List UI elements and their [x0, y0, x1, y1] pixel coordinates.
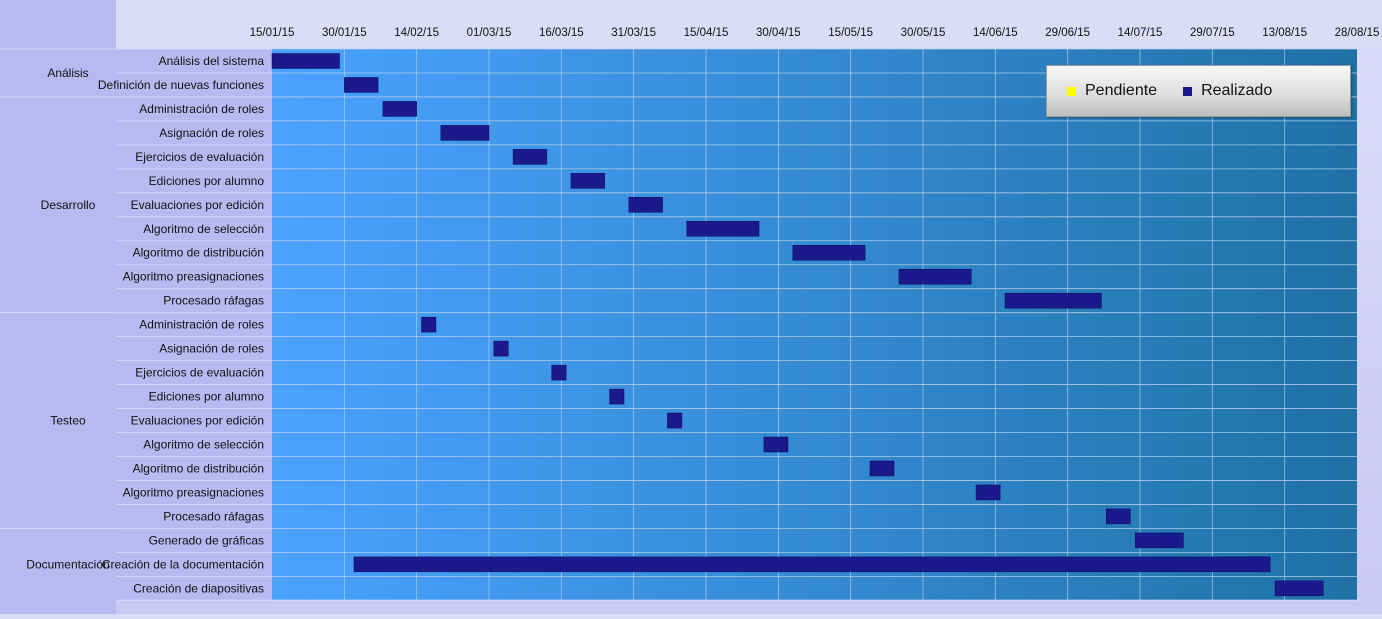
gantt-bar [421, 316, 437, 333]
task-label: Procesado ráfagas [163, 294, 264, 308]
legend-label-realizado: Realizado [1201, 82, 1273, 99]
legend-swatch-pendiente [1067, 86, 1076, 96]
task-label: Generado de gráficas [149, 533, 264, 547]
x-tick-label: 30/05/15 [901, 27, 946, 39]
task-label: Creación de la documentación [102, 557, 264, 571]
chart-legend: Pendiente Realizado [1046, 65, 1351, 117]
gantt-bar [1134, 532, 1184, 549]
x-tick-label: 30/04/15 [756, 27, 801, 39]
gantt-bar [628, 197, 663, 213]
x-tick-label: 14/02/15 [394, 27, 439, 39]
legend-item-pendiente: Pendiente [1067, 82, 1157, 100]
gantt-bar [344, 77, 379, 93]
gantt-bar [869, 460, 895, 477]
x-tick-label: 29/06/15 [1045, 27, 1090, 39]
gantt-bar [551, 364, 567, 381]
gantt-bar [493, 340, 509, 357]
gantt-bar [1274, 580, 1324, 597]
task-label: Creación de diapositivas [133, 581, 264, 595]
gantt-bar [686, 221, 760, 237]
x-tick-label: 28/08/15 [1335, 27, 1380, 39]
gantt-bar [353, 556, 1271, 573]
x-tick-label: 15/05/15 [828, 27, 873, 39]
task-label: Algoritmo de distribución [133, 461, 264, 475]
task-label: Administración de roles [139, 318, 264, 332]
task-label-column [116, 49, 272, 601]
x-tick-label: 14/07/15 [1118, 27, 1163, 39]
group-label: Desarrollo [41, 198, 96, 212]
gantt-bar [1105, 508, 1131, 525]
task-label: Definición de nuevas funciones [98, 78, 264, 92]
task-label: Algoritmo de distribución [133, 246, 264, 260]
task-label: Ejercicios de evaluación [135, 150, 264, 164]
gantt-bar [763, 436, 789, 453]
gantt-bar [975, 484, 1001, 501]
gantt-bar [898, 268, 972, 285]
x-tick-label: 01/03/15 [467, 27, 512, 39]
gantt-bar [792, 244, 866, 261]
task-label: Procesado ráfagas [163, 509, 264, 523]
x-tick-label: 13/08/15 [1262, 27, 1307, 39]
task-label: Ediciones por alumno [149, 390, 265, 404]
task-label: Algoritmo de selección [143, 438, 264, 452]
legend-item-realizado: Realizado [1183, 82, 1272, 100]
task-label: Evaluaciones por edición [131, 198, 264, 212]
x-tick-label: 31/03/15 [611, 27, 656, 39]
legend-swatch-realizado [1183, 86, 1193, 96]
gantt-bar [667, 412, 683, 429]
x-tick-label: 29/07/15 [1190, 27, 1235, 39]
task-label: Análisis del sistema [159, 54, 265, 68]
task-label: Administración de roles [139, 102, 264, 116]
task-label: Evaluaciones por edición [131, 414, 264, 428]
header-band [116, 0, 1382, 49]
task-label: Algoritmo preasignaciones [123, 485, 264, 499]
x-tick-label: 14/06/15 [973, 27, 1018, 39]
gantt-bar [1004, 292, 1102, 309]
task-label: Algoritmo preasignaciones [123, 270, 264, 284]
x-tick-label: 15/04/15 [684, 27, 729, 39]
gantt-bar [382, 101, 417, 117]
gantt-bar [570, 173, 605, 189]
group-label: Testeo [50, 414, 86, 428]
gantt-bar [609, 388, 625, 405]
gantt-bar [271, 53, 340, 69]
x-tick-label: 30/01/15 [322, 27, 367, 39]
x-tick-label: 15/01/15 [250, 27, 295, 39]
task-label: Algoritmo de selección [143, 222, 264, 236]
task-label: Asignación de roles [159, 126, 264, 140]
task-label: Ediciones por alumno [149, 174, 265, 188]
group-label: Análisis [47, 66, 88, 80]
gantt-bar [440, 125, 490, 141]
task-label: Asignación de roles [159, 342, 264, 356]
task-label: Ejercicios de evaluación [135, 366, 264, 380]
x-tick-label: 16/03/15 [539, 27, 584, 39]
gantt-bar [512, 149, 548, 165]
plot-area [272, 49, 1357, 601]
legend-label-pendiente: Pendiente [1085, 82, 1158, 99]
group-label: Documentación [26, 557, 109, 571]
group-label-column [0, 0, 116, 614]
